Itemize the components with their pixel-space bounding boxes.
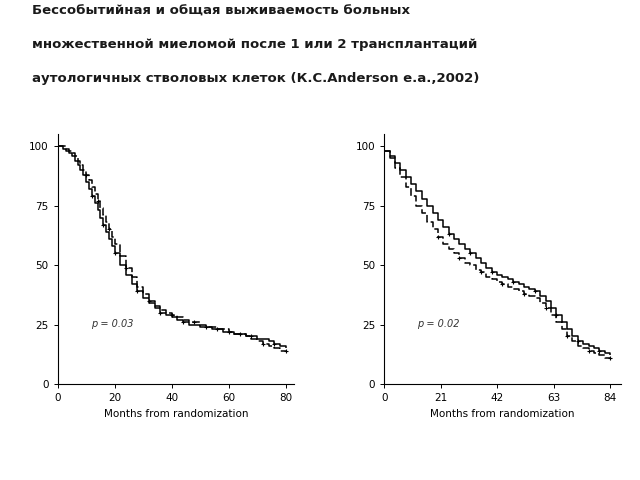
Text: множественной миеломой после 1 или 2 трансплантаций: множественной миеломой после 1 или 2 тра…: [32, 38, 477, 51]
Text: Бессобытийная и общая выживаемость больных: Бессобытийная и общая выживаемость больн…: [32, 5, 410, 18]
X-axis label: Months from randomization: Months from randomization: [104, 408, 248, 419]
Text: аутологичных стволовых клеток (К.С.Anderson e.a.,2002): аутологичных стволовых клеток (К.С.Ander…: [32, 72, 479, 85]
Text: p = 0.03: p = 0.03: [91, 319, 133, 329]
X-axis label: Months from randomization: Months from randomization: [430, 408, 575, 419]
Text: p = 0.02: p = 0.02: [417, 319, 460, 329]
